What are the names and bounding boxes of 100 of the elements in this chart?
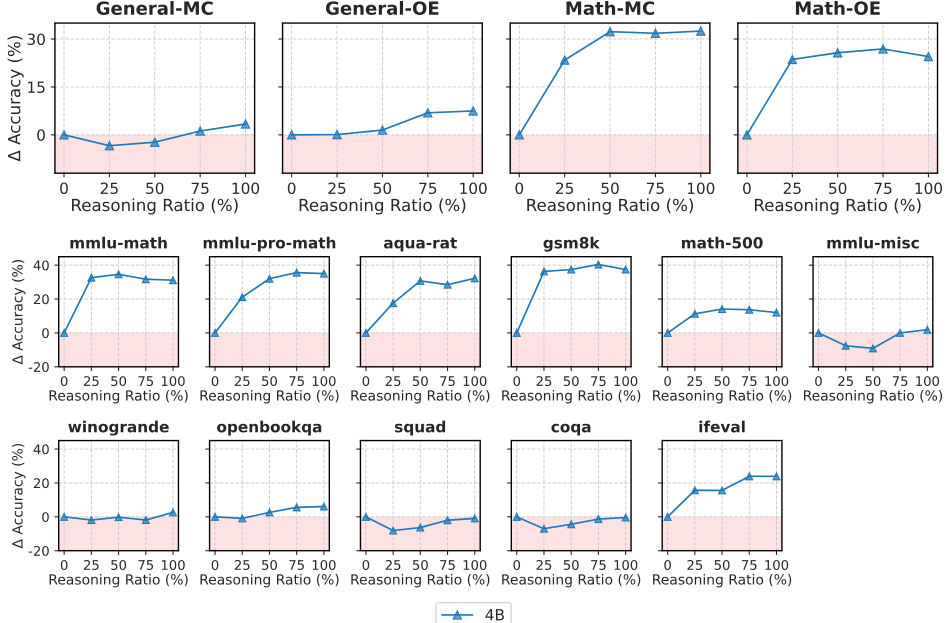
x-tick-label: 100: [162, 560, 185, 570]
x-axis-title: Reasoning Ratio (%): [72, 198, 238, 215]
chart-title: openbookqa: [217, 420, 322, 436]
x-tick-label: 50: [146, 182, 164, 194]
point: [923, 326, 932, 334]
x-tick-label: 50: [564, 560, 579, 570]
point: [878, 44, 888, 54]
point: [292, 268, 301, 277]
point: [238, 293, 246, 302]
x-tick-label: 25: [687, 376, 702, 386]
x-tick-label: 75: [289, 560, 304, 570]
point: [788, 54, 797, 64]
x-tick-label: 25: [687, 560, 702, 570]
point: [240, 119, 250, 129]
x-axis-title: Reasoning Ratio (%): [351, 574, 490, 588]
legend-label: 4B: [486, 609, 504, 620]
x-tick-label: 50: [714, 376, 730, 386]
point: [745, 472, 754, 480]
x-tick-label: 50: [412, 560, 428, 570]
chart-title: gsm8k: [544, 236, 600, 252]
point: [690, 486, 699, 494]
point: [745, 306, 754, 314]
x-tick-label: 100: [162, 376, 185, 386]
x-tick-label: 100: [688, 182, 714, 194]
point: [211, 512, 220, 521]
point: [416, 524, 424, 532]
x-tick-label: 0: [288, 182, 296, 194]
point: [690, 310, 699, 318]
x-axis-title: Reasoning Ratio (%): [200, 390, 339, 404]
x-tick-label: 100: [614, 560, 638, 570]
x-axis-title: Reasoning Ratio (%): [351, 390, 490, 404]
x-tick-label: 100: [460, 182, 487, 194]
y-axis-title: Δ Accuracy (%): [12, 444, 26, 548]
x-axis-title: Reasoning Ratio (%): [50, 574, 188, 588]
y-tick-label: 30: [28, 33, 45, 46]
point: [924, 52, 934, 62]
x-tick-label: 100: [765, 376, 788, 386]
x-tick-label: 0: [60, 376, 68, 386]
point: [362, 512, 370, 521]
x-tick-label: 0: [60, 182, 68, 194]
point: [114, 270, 123, 278]
chart-title: ifeval: [699, 420, 745, 432]
x-tick-label: 75: [192, 182, 209, 194]
x-axis-title: Reasoning Ratio (%): [300, 198, 466, 215]
y-tick-label: 20: [34, 478, 49, 488]
point: [622, 266, 630, 274]
point: [211, 328, 220, 337]
point: [389, 299, 398, 308]
x-tick-label: 50: [829, 182, 846, 194]
x-tick-label: 75: [742, 376, 757, 386]
x-tick-label: 100: [312, 376, 336, 386]
point: [416, 276, 424, 285]
point: [560, 55, 570, 65]
chart-title: Math-MC: [566, 1, 654, 15]
x-tick-label: 75: [591, 376, 606, 386]
point: [169, 276, 177, 284]
x-axis-title: Reasoning Ratio (%): [804, 390, 942, 404]
point: [512, 512, 521, 521]
chart-title: General-MC: [96, 1, 213, 15]
x-tick-label: 0: [513, 376, 520, 386]
x-tick-label: 75: [892, 376, 908, 386]
point: [696, 26, 706, 36]
point: [320, 502, 328, 510]
chart-title: math-500: [682, 236, 763, 249]
y-tick-label: 0: [37, 129, 45, 141]
point: [512, 328, 521, 337]
chart-title: Math-OE: [796, 1, 880, 15]
point: [842, 342, 850, 350]
point: [59, 130, 69, 140]
x-tick-label: 25: [84, 560, 99, 570]
x-tick-label: 50: [374, 182, 392, 194]
x-tick-label: 100: [312, 560, 336, 570]
x-axis-title: Reasoning Ratio (%): [502, 574, 640, 588]
point: [814, 328, 822, 337]
point: [868, 344, 877, 352]
point: [567, 266, 576, 274]
x-tick-label: 25: [234, 560, 250, 570]
x-tick-label: 75: [440, 376, 455, 386]
point: [514, 130, 524, 140]
x-tick-label: 0: [212, 560, 218, 570]
x-tick-label: 75: [646, 182, 664, 194]
x-axis-title: Reasoning Ratio (%): [754, 198, 921, 215]
x-tick-label: 75: [138, 376, 154, 386]
x-tick-label: 50: [564, 376, 579, 386]
x-axis-title: Reasoning Ratio (%): [653, 390, 792, 404]
y-axis-title: Δ Accuracy (%): [8, 36, 24, 162]
point: [470, 514, 479, 522]
point: [286, 130, 296, 140]
point: [238, 514, 246, 522]
x-tick-label: 0: [513, 560, 520, 570]
y-tick-label: 0: [42, 512, 49, 522]
x-tick-label: 100: [614, 376, 638, 386]
point: [468, 106, 478, 116]
point: [378, 125, 388, 135]
chart-title: squad: [395, 420, 446, 436]
y-tick-label: 0: [42, 328, 49, 338]
point: [265, 508, 274, 516]
x-tick-label: 100: [916, 182, 942, 194]
x-tick-label: 25: [100, 182, 118, 194]
point: [470, 274, 479, 282]
